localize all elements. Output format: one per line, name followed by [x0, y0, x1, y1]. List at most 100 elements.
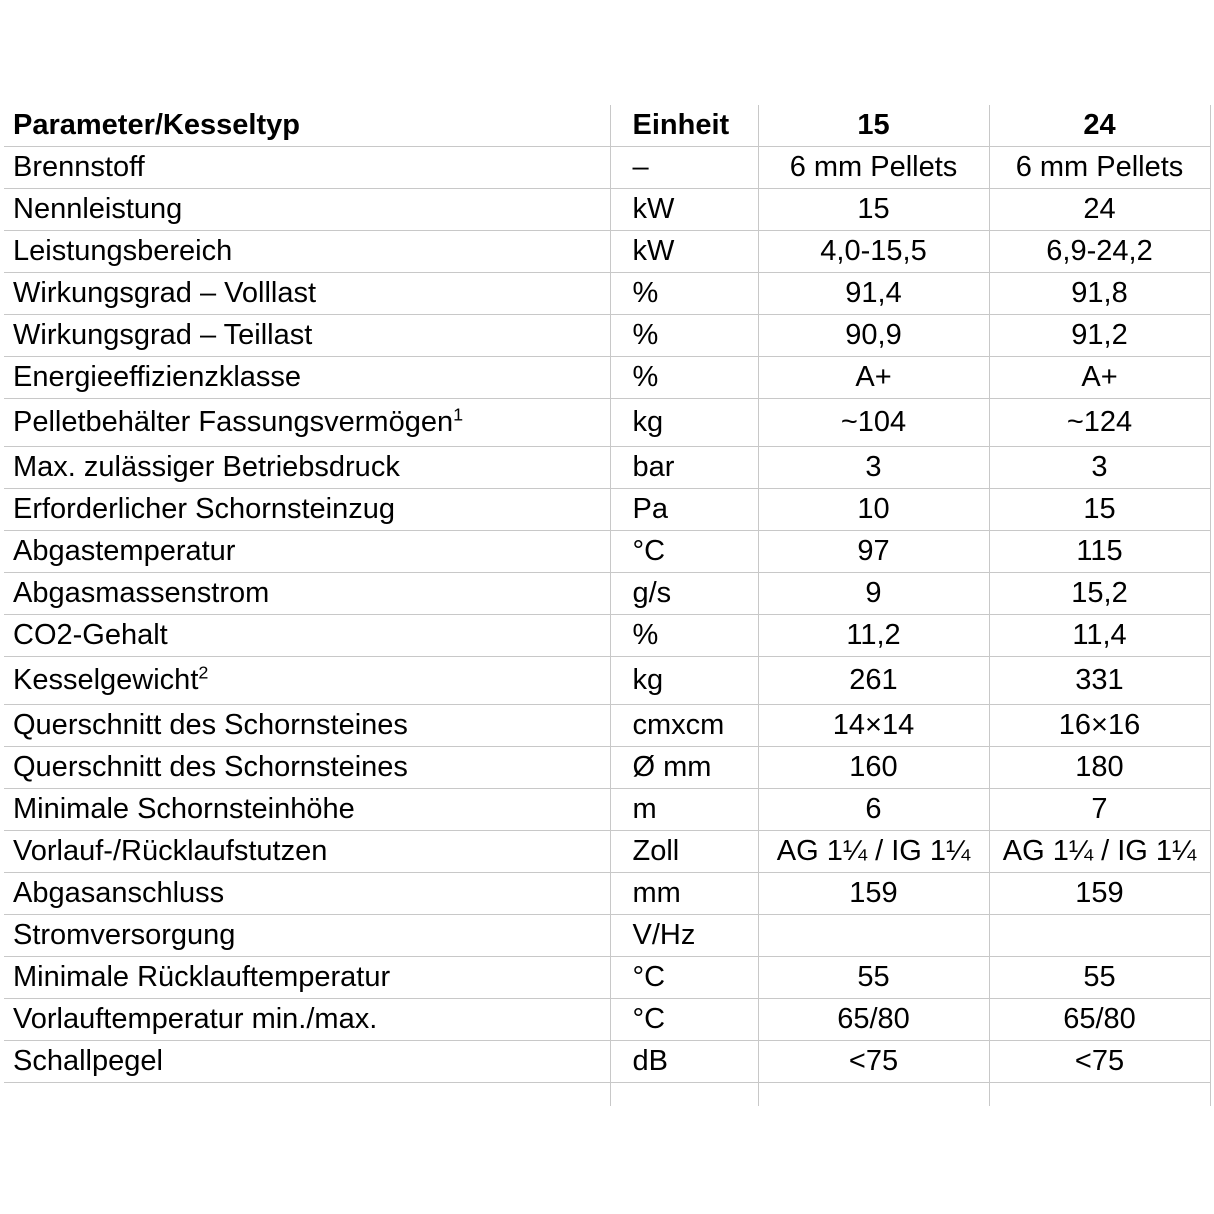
unit-cell: °C [609, 956, 758, 999]
stub-unit-cell [609, 1082, 758, 1106]
table-row: Energieeffizienzklasse % A+ A+ [4, 356, 1211, 399]
unit-cell: kW [609, 188, 758, 231]
table-row: Leistungsbereich kW 4,0-15,5 6,9-24,2 [4, 230, 1211, 273]
unit-cell: °C [609, 530, 758, 573]
parameter-label: Wirkungsgrad – Teillast [13, 318, 313, 351]
parameter-label: Abgastemperatur [13, 534, 236, 567]
value-24-cell: <75 [988, 1040, 1211, 1083]
parameter-cell: Vorlauf-/Rücklaufstutzen [4, 830, 610, 873]
value-15-cell: 6 mm Pellets [757, 146, 989, 189]
unit-cell: Ø mm [609, 746, 758, 789]
table-row: Stromversorgung V/Hz [4, 914, 1211, 957]
parameter-cell: Abgastemperatur [4, 530, 610, 573]
table-row: Nennleistung kW 15 24 [4, 188, 1211, 231]
value-15-cell: 10 [757, 488, 989, 531]
parameter-label: Energieeffizienzklasse [13, 360, 302, 393]
parameter-cell: Minimale Schornsteinhöhe [4, 788, 610, 831]
parameter-cell: Pelletbehälter Fassungsvermögen1 [4, 398, 610, 447]
value-24-cell: 11,4 [988, 614, 1211, 657]
parameter-cell: Brennstoff [4, 146, 610, 189]
parameter-label: Max. zulässiger Betriebsdruck [13, 450, 400, 483]
value-24-cell: 6,9-24,2 [988, 230, 1211, 273]
unit-cell: % [609, 314, 758, 357]
value-24-cell: 91,8 [988, 272, 1211, 315]
value-24-cell [988, 914, 1211, 957]
parameter-label: Brennstoff [13, 150, 145, 183]
value-24-cell: 159 [988, 872, 1211, 915]
parameter-cell: Kesselgewicht2 [4, 656, 610, 705]
parameter-label: Kesselgewicht [13, 663, 199, 696]
value-15-cell: 65/80 [757, 998, 989, 1041]
value-24-cell: 24 [988, 188, 1211, 231]
value-15-cell: AG 1¼ / IG 1¼ [757, 830, 989, 873]
parameter-cell: Abgasanschluss [4, 872, 610, 915]
value-15-cell: 91,4 [757, 272, 989, 315]
unit-cell: Pa [609, 488, 758, 531]
value-15-cell: 6 [757, 788, 989, 831]
value-15-cell: 11,2 [757, 614, 989, 657]
unit-cell: kg [609, 398, 758, 447]
parameter-label: Querschnitt des Schornsteines [13, 708, 408, 741]
parameter-cell: Minimale Rücklauftemperatur [4, 956, 610, 999]
parameter-cell: Nennleistung [4, 188, 610, 231]
parameter-label: Pelletbehälter Fassungsvermögen [13, 405, 454, 438]
header-row: Parameter/Kesseltyp Einheit 15 24 [4, 105, 1211, 147]
table-row: Abgasmassenstrom g/s 9 15,2 [4, 572, 1211, 615]
parameter-label: Schallpegel [13, 1044, 163, 1077]
table-row: Querschnitt des Schornsteines cmxcm 14×1… [4, 704, 1211, 747]
unit-cell: °C [609, 998, 758, 1041]
parameter-label: Minimale Schornsteinhöhe [13, 792, 355, 825]
parameter-label: Abgasanschluss [13, 876, 225, 909]
value-15-cell: 9 [757, 572, 989, 615]
unit-cell: bar [609, 446, 758, 489]
parameter-cell: Schallpegel [4, 1040, 610, 1083]
value-24-cell: 16×16 [988, 704, 1211, 747]
unit-cell: g/s [609, 572, 758, 615]
value-24-cell: A+ [988, 356, 1211, 399]
unit-cell: % [609, 356, 758, 399]
parameter-cell: Vorlauftemperatur min./max. [4, 998, 610, 1041]
value-24-cell: 55 [988, 956, 1211, 999]
value-15-cell: A+ [757, 356, 989, 399]
parameter-label: Vorlauftemperatur min./max. [13, 1002, 378, 1035]
parameter-label: Erforderlicher Schornsteinzug [13, 492, 396, 525]
parameter-cell: CO2-Gehalt [4, 614, 610, 657]
unit-cell: % [609, 272, 758, 315]
parameter-cell: Querschnitt des Schornsteines [4, 704, 610, 747]
table-row: CO2-Gehalt % 11,2 11,4 [4, 614, 1211, 657]
parameter-label: Abgasmassenstrom [13, 576, 270, 609]
value-24-cell: 6 mm Pellets [988, 146, 1211, 189]
unit-cell: Zoll [609, 830, 758, 873]
parameter-label: Querschnitt des Schornsteines [13, 750, 408, 783]
value-15-cell: 3 [757, 446, 989, 489]
value-24-cell: ~124 [988, 398, 1211, 447]
header-model-15: 15 [757, 105, 989, 147]
value-24-cell: AG 1¼ / IG 1¼ [988, 830, 1211, 873]
table-row: Schallpegel dB <75 <75 [4, 1040, 1211, 1083]
unit-cell: % [609, 614, 758, 657]
table-row: Wirkungsgrad – Volllast % 91,4 91,8 [4, 272, 1211, 315]
table-row: Wirkungsgrad – Teillast % 90,9 91,2 [4, 314, 1211, 357]
table-body: Brennstoff – 6 mm Pellets 6 mm Pellets N… [4, 146, 1211, 1083]
value-15-cell: 55 [757, 956, 989, 999]
parameter-cell: Wirkungsgrad – Teillast [4, 314, 610, 357]
value-15-cell [757, 914, 989, 957]
value-24-cell: 91,2 [988, 314, 1211, 357]
header-model-24: 24 [988, 105, 1211, 147]
table-row: Kesselgewicht2 kg 261 331 [4, 656, 1211, 705]
parameter-label: Vorlauf-/Rücklaufstutzen [13, 834, 328, 867]
value-24-cell: 3 [988, 446, 1211, 489]
value-15-cell: 90,9 [757, 314, 989, 357]
value-24-cell: 65/80 [988, 998, 1211, 1041]
parameter-label: Stromversorgung [13, 918, 236, 951]
value-15-cell: 159 [757, 872, 989, 915]
value-24-cell: 331 [988, 656, 1211, 705]
value-15-cell: 15 [757, 188, 989, 231]
value-15-cell: 4,0-15,5 [757, 230, 989, 273]
table-footer-stub [4, 1082, 1211, 1106]
unit-cell: kg [609, 656, 758, 705]
parameter-label: CO2-Gehalt [13, 618, 168, 651]
value-24-cell: 115 [988, 530, 1211, 573]
parameter-cell: Stromversorgung [4, 914, 610, 957]
value-15-cell: 160 [757, 746, 989, 789]
